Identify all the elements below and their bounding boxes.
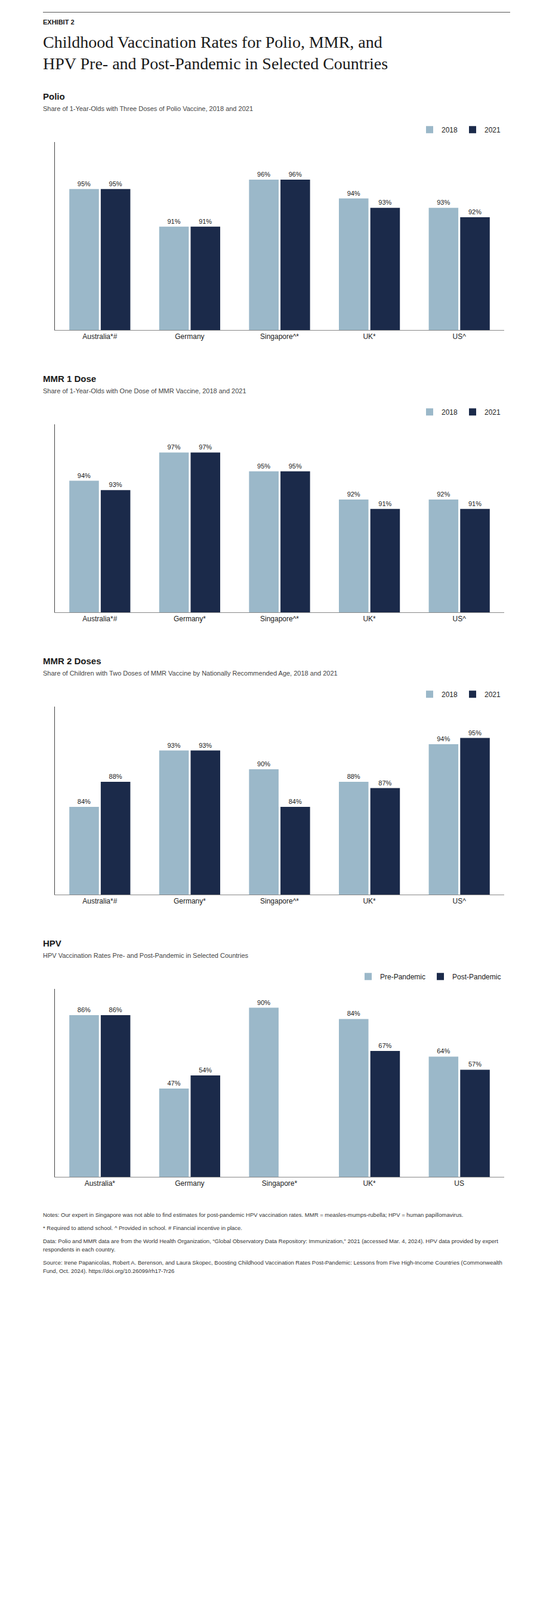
svg-text:Australia*#: Australia*# — [82, 614, 117, 623]
svg-text:93%: 93% — [109, 480, 123, 489]
svg-text:UK*: UK* — [362, 1179, 376, 1188]
svg-text:95%: 95% — [257, 462, 271, 470]
html-text:MMR 1 Dose: MMR 1 Dose — [42, 373, 97, 384]
svg-text:92%: 92% — [468, 208, 482, 216]
svg-text:94%: 94% — [77, 471, 91, 480]
svg-text:54%: 54% — [198, 1066, 212, 1074]
svg-text:91%: 91% — [167, 217, 181, 225]
html-text:EXHIBIT 2: EXHIBIT 2 — [42, 18, 75, 26]
svg-text:64%: 64% — [436, 1047, 450, 1055]
svg-text:95%: 95% — [77, 180, 91, 188]
svg-text:94%: 94% — [347, 189, 361, 197]
svg-text:92%: 92% — [436, 490, 450, 498]
svg-text:57%: 57% — [468, 1060, 482, 1068]
svg-text:Germany: Germany — [174, 1179, 205, 1188]
svg-text:86%: 86% — [77, 1005, 91, 1014]
svg-text:UK*: UK* — [362, 332, 376, 341]
svg-text:Pre-Pandemic: Pre-Pandemic — [380, 972, 426, 981]
svg-text:95%: 95% — [468, 729, 482, 737]
svg-text:Singapore^*: Singapore^* — [260, 896, 299, 906]
svg-text:2018: 2018 — [441, 408, 458, 417]
svg-text:UK*: UK* — [362, 614, 376, 623]
svg-text:94%: 94% — [436, 735, 450, 743]
html-text:Notes: Our expert in Singapore: Notes: Our expert in Singapore was not a… — [42, 1211, 464, 1218]
html-text:Childhood Vaccination Rates fo: Childhood Vaccination Rates for Polio, M… — [42, 32, 383, 52]
svg-text:Singapore^*: Singapore^* — [260, 614, 299, 623]
svg-text:93%: 93% — [436, 198, 450, 206]
svg-text:97%: 97% — [167, 443, 181, 451]
svg-text:2018: 2018 — [441, 125, 458, 135]
svg-text:95%: 95% — [288, 462, 302, 470]
html-text:HPV Vaccination Rates Pre- and: HPV Vaccination Rates Pre- and Post-Pand… — [42, 951, 249, 959]
html-text:Source: Irene Papanicolas, Rob: Source: Irene Papanicolas, Robert A. Ber… — [42, 1258, 503, 1274]
html-text:Share of 1-Year-Olds with One: Share of 1-Year-Olds with One Dose of MM… — [42, 387, 247, 395]
svg-text:91%: 91% — [378, 500, 392, 508]
svg-text:UK*: UK* — [362, 896, 376, 906]
svg-text:2021: 2021 — [484, 125, 501, 135]
svg-text:84%: 84% — [77, 797, 91, 805]
svg-text:95%: 95% — [109, 180, 123, 188]
svg-text:97%: 97% — [198, 443, 212, 451]
svg-text:2018: 2018 — [441, 690, 458, 699]
svg-text:96%: 96% — [257, 170, 271, 178]
svg-text:91%: 91% — [198, 217, 212, 225]
svg-text:US^: US^ — [452, 614, 467, 623]
svg-text:Post-Pandemic: Post-Pandemic — [452, 972, 501, 981]
svg-text:US^: US^ — [452, 332, 467, 341]
html-text:Share of 1-Year-Olds with Thre: Share of 1-Year-Olds with Three Doses of… — [42, 105, 253, 113]
html-text:Data: Polio and MMR data are f: Data: Polio and MMR data are from the Wo… — [42, 1237, 499, 1253]
svg-text:87%: 87% — [378, 779, 392, 787]
svg-text:Germany: Germany — [174, 332, 205, 341]
html-text:Polio: Polio — [42, 91, 65, 102]
html-text:MMR 2 Doses: MMR 2 Doses — [42, 655, 102, 666]
svg-text:47%: 47% — [167, 1079, 181, 1087]
svg-text:96%: 96% — [288, 170, 302, 178]
svg-text:Germany*: Germany* — [173, 614, 206, 623]
svg-text:90%: 90% — [257, 760, 271, 768]
svg-text:2021: 2021 — [484, 690, 501, 699]
svg-text:93%: 93% — [198, 741, 212, 749]
svg-text:2021: 2021 — [484, 408, 501, 417]
svg-text:84%: 84% — [347, 1009, 361, 1017]
svg-text:93%: 93% — [378, 198, 392, 206]
svg-text:92%: 92% — [347, 490, 361, 498]
svg-text:Germany*: Germany* — [173, 896, 206, 906]
svg-text:90%: 90% — [257, 998, 271, 1006]
svg-text:Singapore*: Singapore* — [261, 1179, 298, 1188]
svg-text:86%: 86% — [109, 1005, 123, 1014]
svg-text:88%: 88% — [109, 772, 123, 780]
html-text:HPV Pre- and Post-Pandemic in: HPV Pre- and Post-Pandemic in Selected C… — [42, 54, 388, 73]
svg-text:84%: 84% — [288, 797, 302, 805]
svg-text:Australia*: Australia* — [84, 1179, 116, 1188]
svg-text:67%: 67% — [378, 1041, 392, 1049]
svg-text:US: US — [454, 1179, 465, 1188]
html-text:* Required to attend school. ^: * Required to attend school. ^ Provided … — [42, 1224, 243, 1231]
html-text:Share of Children with Two Dos: Share of Children with Two Doses of MMR … — [42, 669, 338, 677]
svg-text:93%: 93% — [167, 741, 181, 749]
svg-text:Australia*#: Australia*# — [82, 896, 117, 906]
svg-text:88%: 88% — [347, 772, 361, 780]
svg-text:Australia*#: Australia*# — [82, 332, 117, 341]
html-text:HPV: HPV — [42, 937, 62, 949]
svg-text:US^: US^ — [452, 896, 467, 906]
svg-text:Singapore^*: Singapore^* — [260, 332, 299, 341]
svg-text:91%: 91% — [468, 500, 482, 508]
